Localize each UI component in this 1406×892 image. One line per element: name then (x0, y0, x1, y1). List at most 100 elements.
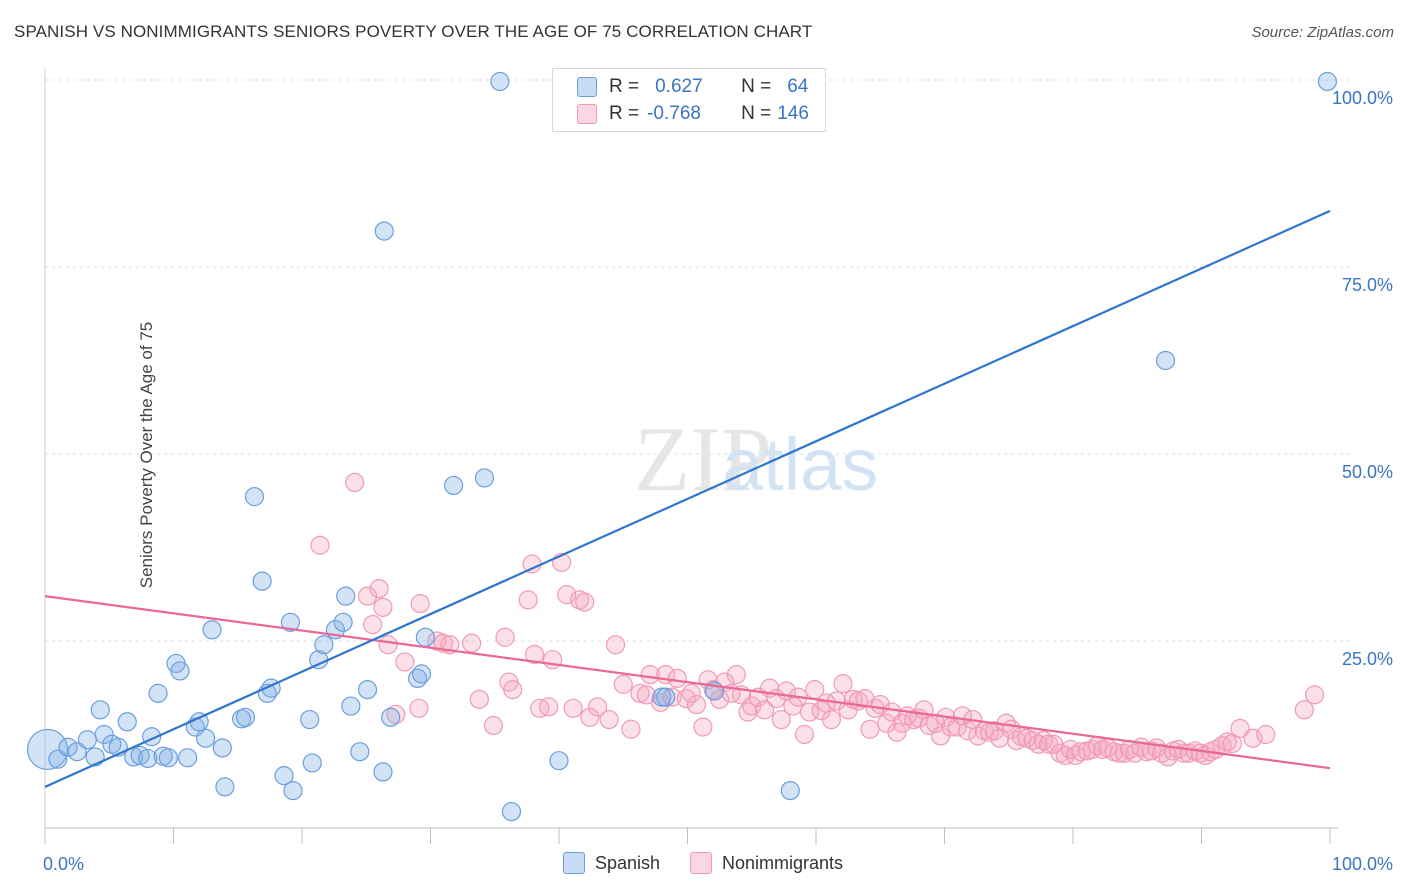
data-point-nonimmigrants (693, 717, 713, 737)
data-point-nonimmigrants (310, 535, 330, 555)
data-point-nonimmigrants (1109, 743, 1129, 763)
data-point-spanish (1155, 350, 1176, 371)
data-point-nonimmigrants (539, 697, 559, 717)
data-point-nonimmigrants (771, 709, 791, 730)
grid-lines (45, 79, 1355, 642)
data-point-nonimmigrants (1028, 734, 1048, 754)
data-point-nonimmigrants (640, 665, 660, 685)
data-point-spanish (341, 696, 361, 716)
data-point-nonimmigrants (1023, 730, 1043, 751)
data-point-spanish (77, 730, 98, 750)
data-point-spanish (138, 748, 158, 769)
n-label: N = (741, 76, 772, 97)
data-point-spanish (170, 661, 190, 681)
legend-swatch-spanish (562, 852, 585, 874)
legend-swatch-nonimmigrants (690, 852, 712, 874)
watermark: ZIP atlas (634, 408, 878, 510)
trendline-nonimmigrants (44, 595, 1331, 770)
trend-lines (44, 209, 1331, 788)
data-point-nonimmigrants (1082, 739, 1102, 760)
source-label: Source: ZipAtlas.com (1251, 24, 1394, 41)
data-point-spanish (357, 680, 378, 700)
data-point-spanish (235, 707, 256, 727)
data-point-spanish (474, 468, 495, 488)
data-point-nonimmigrants (1256, 724, 1276, 745)
data-point-nonimmigrants (503, 680, 523, 700)
r-value: 0.627 (655, 76, 703, 97)
r-label: R = (609, 76, 640, 97)
data-point-spanish (314, 635, 334, 655)
data-point-spanish (490, 71, 510, 92)
data-point-spanish (244, 487, 265, 507)
n-value: 146 (777, 103, 809, 124)
data-point-spanish (501, 801, 522, 822)
data-point-nonimmigrants (667, 668, 687, 689)
data-point-nonimmigrants (1065, 745, 1086, 766)
watermark-atlas: atlas (722, 423, 878, 506)
data-point-nonimmigrants (378, 635, 398, 655)
stats-legend: R = 0.627 N = 64 R = -0.768 N = 146 (552, 68, 826, 132)
data-point-nonimmigrants (469, 689, 489, 709)
data-point-spanish (196, 728, 216, 748)
data-point-nonimmigrants (580, 707, 600, 727)
data-point-nonimmigrants (821, 709, 842, 730)
data-point-nonimmigrants (518, 590, 538, 610)
chart-title: SPANISH VS NONIMMIGRANTS SENIORS POVERTY… (14, 22, 813, 41)
data-point-nonimmigrants (386, 704, 406, 724)
data-point-spanish (381, 707, 401, 727)
data-point-spanish (350, 742, 370, 762)
data-point-spanish (283, 780, 303, 801)
stats-row-nonimmigrants: R = -0.768 N = 146 (577, 102, 809, 126)
legend-item-spanish[interactable]: Spanish (562, 852, 660, 874)
data-point-nonimmigrants (495, 627, 515, 647)
n-value: 64 (787, 76, 809, 97)
data-point-nonimmigrants (726, 665, 746, 685)
data-point-spanish (274, 766, 294, 786)
data-point-nonimmigrants (686, 694, 707, 715)
data-point-nonimmigrants (662, 687, 682, 707)
y-tick-label: 50.0% (1342, 462, 1393, 482)
data-point-spanish (374, 221, 394, 241)
data-point-nonimmigrants (373, 597, 393, 617)
data-point-spanish (549, 751, 569, 771)
data-point-spanish (94, 724, 114, 745)
data-point-nonimmigrants (754, 700, 775, 720)
legend-item-nonimmigrants[interactable]: Nonimmigrants (690, 852, 843, 874)
stats-row-spanish: R = 0.627 N = 64 (577, 75, 808, 99)
data-point-nonimmigrants (524, 644, 545, 665)
data-point-spanish (148, 683, 168, 703)
y-tick-label: 25.0% (1342, 649, 1393, 669)
data-point-nonimmigrants (587, 697, 608, 717)
data-point-nonimmigrants (605, 635, 626, 655)
data-point-spanish (415, 627, 435, 647)
data-point-nonimmigrants (887, 722, 907, 742)
data-point-spanish (280, 612, 301, 632)
data-point-spanish (252, 571, 272, 591)
data-point-spanish (333, 612, 353, 632)
swatch-spanish (577, 77, 597, 97)
data-point-nonimmigrants (676, 688, 696, 709)
n-label: N = (741, 103, 772, 124)
y-axis-label: Seniors Poverty Over the Age of 75 (137, 321, 157, 589)
swatch-nonimmigrants (577, 104, 597, 124)
legend-label-spanish: Spanish (594, 852, 660, 873)
data-point-nonimmigrants (410, 593, 430, 614)
data-point-nonimmigrants (1158, 747, 1178, 767)
data-point-nonimmigrants (833, 674, 853, 694)
data-point-spanish (58, 737, 78, 757)
data-point-spanish (158, 748, 178, 768)
data-point-spanish (302, 753, 322, 773)
data-point-nonimmigrants (1071, 742, 1091, 762)
series-legend: Spanish Nonimmigrants (0, 852, 1406, 874)
data-point-nonimmigrants (563, 698, 583, 718)
r-label: R = (609, 103, 640, 124)
data-point-nonimmigrants (357, 586, 378, 606)
r-value: -0.768 (647, 103, 701, 124)
data-point-nonimmigrants (1222, 733, 1242, 754)
data-point-spanish (411, 664, 432, 684)
data-point-nonimmigrants (409, 698, 429, 718)
data-point-nonimmigrants (599, 709, 619, 730)
data-point-nonimmigrants (462, 633, 482, 653)
data-point-nonimmigrants (794, 724, 815, 745)
